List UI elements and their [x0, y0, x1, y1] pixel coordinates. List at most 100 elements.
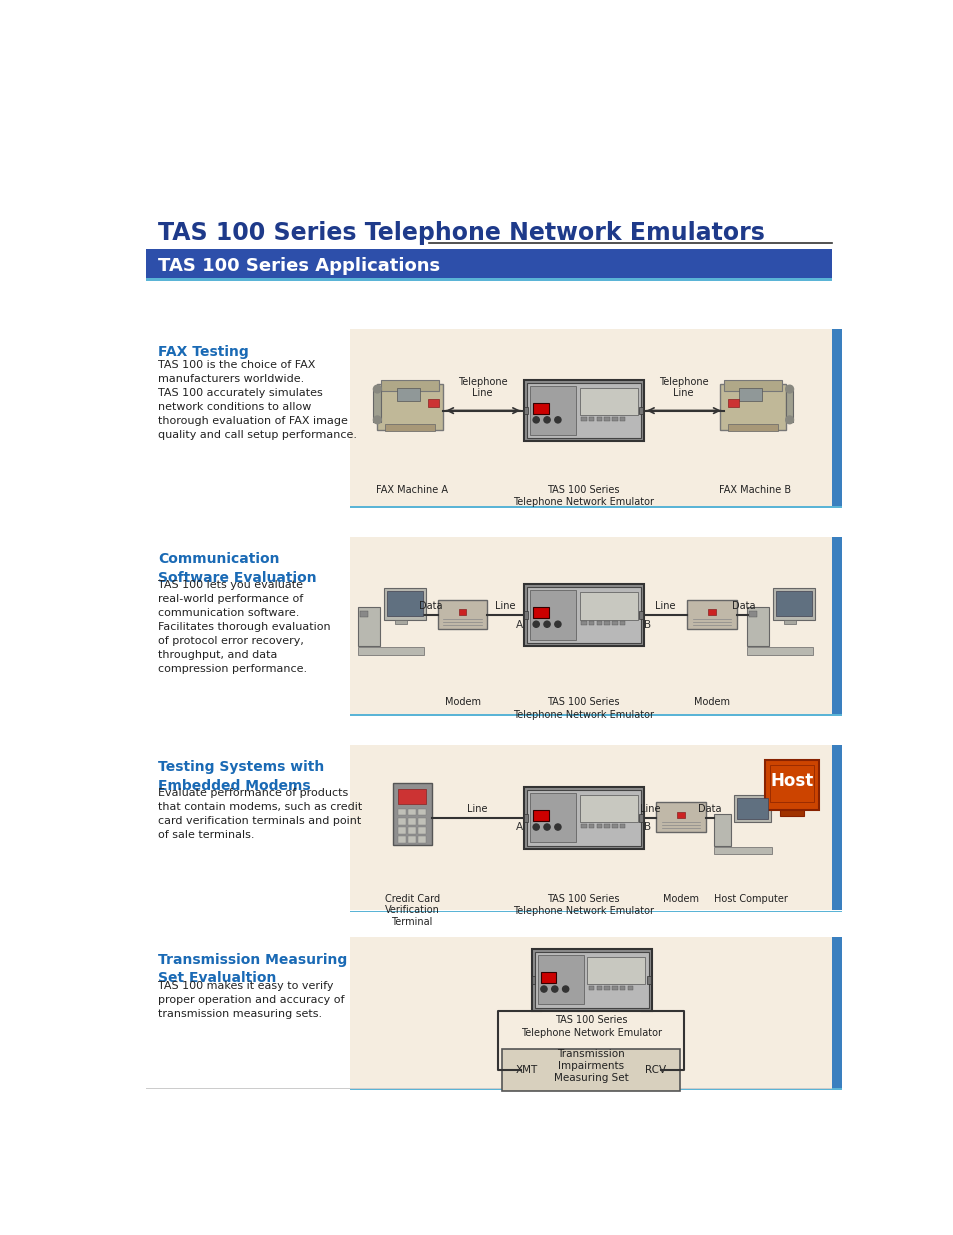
- Text: Host Computer: Host Computer: [713, 894, 787, 904]
- Bar: [646, 976, 650, 983]
- Circle shape: [533, 621, 538, 627]
- Bar: [526, 383, 640, 438]
- Text: Telephone
Line: Telephone Line: [658, 377, 707, 399]
- Text: Transmission
Impairments
Measuring Set: Transmission Impairments Measuring Set: [554, 1049, 628, 1083]
- Bar: [526, 588, 640, 642]
- Bar: [350, 1088, 841, 1089]
- Bar: [350, 330, 831, 506]
- Circle shape: [555, 824, 560, 830]
- Bar: [604, 416, 609, 421]
- Bar: [604, 824, 609, 827]
- Bar: [437, 599, 487, 629]
- Bar: [350, 506, 841, 508]
- Circle shape: [551, 986, 558, 992]
- Bar: [785, 388, 793, 422]
- Bar: [612, 824, 617, 827]
- Bar: [723, 380, 781, 391]
- Bar: [146, 249, 831, 278]
- Circle shape: [543, 416, 550, 422]
- Bar: [427, 399, 438, 406]
- Text: B: B: [643, 823, 650, 832]
- Bar: [604, 986, 609, 989]
- Circle shape: [373, 385, 381, 393]
- Circle shape: [555, 416, 560, 422]
- Bar: [357, 647, 423, 655]
- Bar: [580, 621, 586, 625]
- Bar: [639, 611, 642, 619]
- Bar: [612, 416, 617, 421]
- Bar: [523, 406, 527, 415]
- Bar: [530, 387, 576, 435]
- Circle shape: [543, 621, 550, 627]
- Bar: [350, 714, 841, 716]
- Bar: [408, 827, 416, 834]
- Bar: [385, 425, 435, 431]
- Text: RCV: RCV: [644, 1065, 666, 1074]
- Bar: [656, 803, 705, 831]
- Text: TAS 100 Series
Telephone Network Emulator: TAS 100 Series Telephone Network Emulato…: [513, 894, 654, 916]
- Text: FAX Machine A: FAX Machine A: [375, 484, 448, 495]
- Bar: [523, 611, 527, 619]
- Bar: [533, 810, 548, 821]
- Bar: [350, 910, 841, 913]
- Circle shape: [373, 416, 381, 424]
- Bar: [350, 506, 841, 508]
- Bar: [733, 794, 770, 823]
- Bar: [350, 506, 841, 508]
- Text: Line: Line: [639, 804, 659, 814]
- Text: Testing Systems with
Embedded Modems: Testing Systems with Embedded Modems: [158, 761, 324, 793]
- Bar: [523, 814, 527, 821]
- Text: XMT: XMT: [516, 1065, 537, 1074]
- Text: Data: Data: [698, 804, 720, 814]
- Bar: [350, 714, 841, 716]
- Bar: [357, 608, 379, 646]
- Bar: [408, 818, 416, 825]
- Bar: [350, 937, 831, 1088]
- Bar: [350, 1088, 841, 1089]
- Bar: [350, 910, 841, 913]
- Bar: [639, 406, 642, 415]
- Bar: [596, 986, 601, 989]
- Bar: [596, 416, 601, 421]
- Bar: [580, 824, 586, 827]
- Text: TAS 100 makes it easy to verify
proper operation and accuracy of
transmission me: TAS 100 makes it easy to verify proper o…: [158, 981, 344, 1019]
- Bar: [350, 1088, 841, 1089]
- Bar: [418, 809, 426, 815]
- Bar: [350, 506, 841, 508]
- Bar: [531, 948, 651, 1010]
- Bar: [397, 827, 406, 834]
- Bar: [728, 399, 739, 406]
- Bar: [587, 957, 645, 984]
- Bar: [350, 714, 841, 716]
- Text: Line: Line: [495, 601, 515, 611]
- Bar: [350, 714, 841, 716]
- Bar: [831, 745, 841, 910]
- Bar: [397, 818, 406, 825]
- Circle shape: [555, 621, 560, 627]
- Bar: [772, 588, 815, 620]
- Bar: [713, 814, 730, 846]
- Bar: [746, 647, 812, 655]
- Bar: [501, 1049, 679, 1092]
- Bar: [588, 824, 594, 827]
- Bar: [350, 910, 841, 913]
- Bar: [764, 760, 819, 810]
- Text: TAS 100 Series Telephone Network Emulators: TAS 100 Series Telephone Network Emulato…: [158, 221, 764, 246]
- Bar: [350, 910, 841, 913]
- Text: Data: Data: [731, 601, 755, 611]
- Circle shape: [540, 986, 546, 992]
- Text: TAS 100 Series
Telephone Network Emulator: TAS 100 Series Telephone Network Emulato…: [520, 1015, 661, 1037]
- Bar: [580, 416, 586, 421]
- Bar: [736, 798, 767, 819]
- Text: Host: Host: [769, 772, 813, 790]
- Bar: [627, 986, 633, 989]
- Bar: [350, 506, 841, 508]
- Bar: [531, 976, 535, 983]
- Bar: [727, 425, 778, 431]
- Text: Transmission Measuring
Set Evalualtion: Transmission Measuring Set Evalualtion: [158, 953, 347, 986]
- Bar: [619, 986, 624, 989]
- Bar: [783, 620, 795, 624]
- Circle shape: [543, 824, 550, 830]
- Bar: [746, 608, 768, 646]
- Bar: [533, 608, 548, 618]
